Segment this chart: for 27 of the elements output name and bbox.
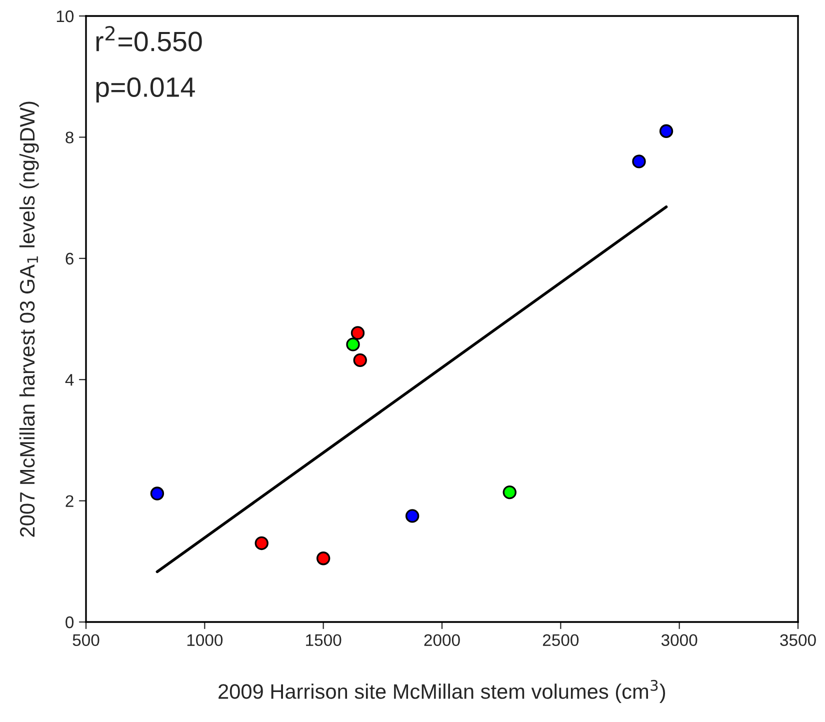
point: [659, 124, 674, 138]
annotation: p=0.014: [96, 77, 195, 102]
y-tick-label: 6: [66, 252, 74, 265]
y-tick-label: 10: [56, 10, 74, 22]
y-tick-label: 4: [65, 374, 74, 386]
point: [350, 326, 365, 340]
x-tick-label: 2500: [542, 634, 579, 646]
point: [405, 509, 420, 523]
x-axis-title: 2009 Harrison site McMillan stem volumes (cm$^{3}$): [218, 680, 666, 704]
y-tick-label: 8: [66, 132, 74, 144]
y-tick-label: 0: [66, 616, 74, 628]
x-tick-label: 500: [72, 634, 100, 646]
x-tick-label: 2000: [424, 634, 460, 646]
x-tick-label: 3500: [780, 634, 816, 646]
point: [346, 338, 360, 352]
y-axis-title: 2007 McMillan harvest 03 GA$_{1}$ levels (ng/gDW): [19, 102, 39, 537]
x-tick-label: 1500: [306, 634, 342, 646]
point: [502, 485, 516, 500]
point: [632, 154, 646, 168]
point: [254, 536, 268, 550]
point: [150, 486, 164, 500]
annotation: r$^{2}$=0.550: [96, 26, 202, 52]
y-tick-label: 2: [66, 495, 74, 507]
x-tick-label: 1000: [187, 634, 223, 646]
point: [316, 552, 330, 566]
x-tick-label: 3000: [661, 634, 698, 646]
point: [353, 353, 367, 368]
